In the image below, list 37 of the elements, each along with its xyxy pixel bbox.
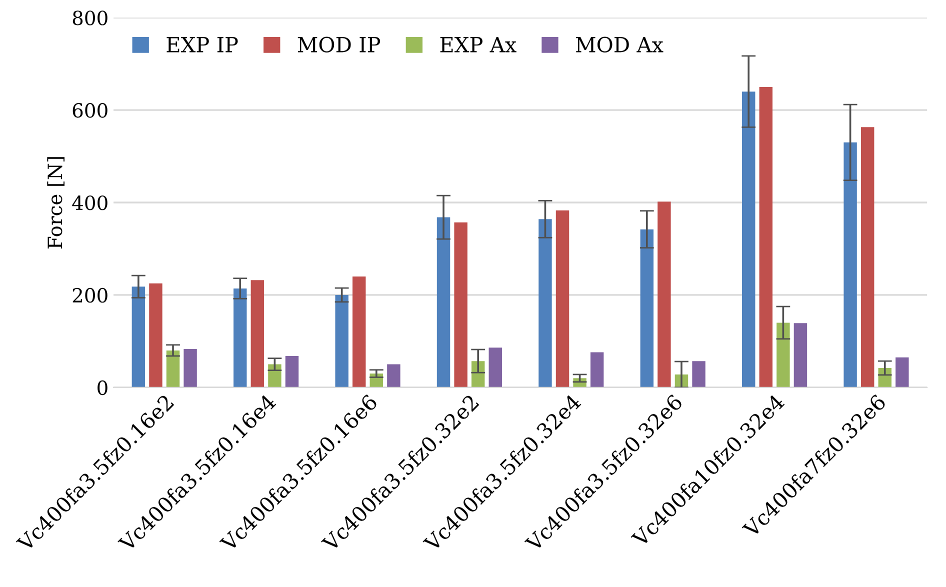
y-tick-label: 800 <box>72 10 108 26</box>
bar <box>488 348 502 388</box>
legend-label: EXP Ax <box>440 37 516 52</box>
bar <box>234 288 247 388</box>
bar <box>250 280 264 388</box>
bar <box>352 276 366 388</box>
bar <box>759 86 773 388</box>
bar <box>184 349 197 388</box>
y-tick-label: 0 <box>98 380 108 396</box>
bar <box>776 322 790 388</box>
bar <box>590 352 604 388</box>
bar <box>538 219 552 388</box>
bar <box>268 364 282 388</box>
bar <box>387 364 400 388</box>
bar <box>896 357 909 388</box>
legend-label: MOD Ax <box>576 36 664 52</box>
bar <box>658 202 671 388</box>
bar <box>166 350 180 388</box>
bar <box>285 356 299 388</box>
bar <box>132 286 146 388</box>
y-tick-label: 600 <box>72 103 108 118</box>
bar <box>692 361 706 388</box>
bar <box>640 229 654 388</box>
bar <box>556 210 570 388</box>
legend-label: EXP IP <box>166 37 238 52</box>
bar <box>742 92 756 388</box>
bar <box>335 294 348 388</box>
y-axis-title: Force [N] <box>47 157 65 249</box>
y-tick-label: 200 <box>72 288 108 303</box>
y-tick-label: 400 <box>72 195 108 210</box>
bar <box>436 217 450 388</box>
bar <box>454 222 468 388</box>
legend-label: MOD IP <box>298 36 380 52</box>
bar <box>149 283 162 388</box>
bar <box>794 323 808 388</box>
bar <box>844 142 857 388</box>
bar <box>860 127 874 388</box>
